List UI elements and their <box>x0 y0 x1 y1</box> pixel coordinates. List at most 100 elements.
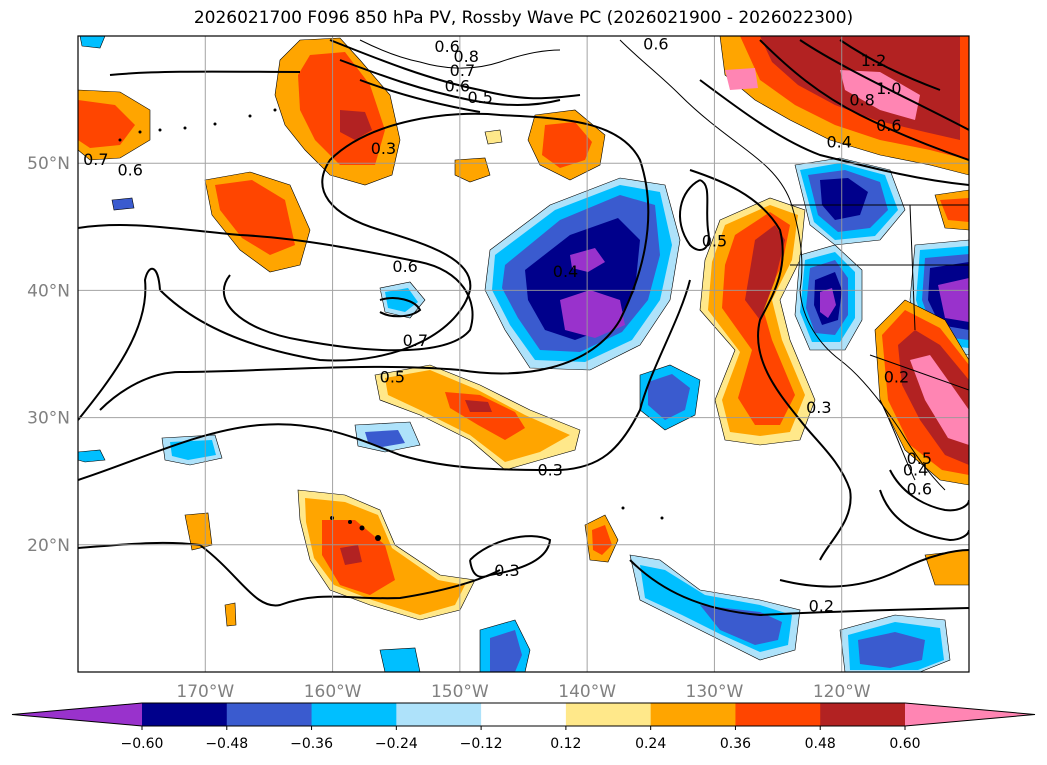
colorbar-swatch <box>650 703 736 726</box>
boundary-mexico <box>869 354 969 391</box>
contour-label: 0.3 <box>494 561 519 580</box>
contour-label: 0.5 <box>380 368 405 387</box>
colorbar-swatch <box>735 703 821 726</box>
longitude-tick-label: 140°W <box>558 682 616 702</box>
contour-label: 0.5 <box>702 232 727 251</box>
colorbar-tick-label: −0.12 <box>460 736 503 752</box>
contour-label: 1.0 <box>876 79 901 98</box>
contour-label: 0.7 <box>403 331 428 350</box>
contour-label: 0.6 <box>434 37 459 56</box>
negative-anomaly-west-tiny <box>111 197 135 211</box>
contour-label: 0.3 <box>371 139 396 158</box>
positive-anomaly-central-small-core <box>592 525 612 555</box>
positive-anomaly-coastal-ridge-peak <box>745 225 785 320</box>
positive-anomaly-central-north-core <box>542 122 592 168</box>
colorbar-tick-label: 0.60 <box>889 736 920 752</box>
contour-label: 0.4 <box>903 461 928 480</box>
island <box>348 520 352 524</box>
negative-anomaly-subtropical-3 <box>78 449 106 463</box>
colorbar: −0.60 −0.48 −0.36 −0.24 −0.12 0.12 0.24 0.36 0.4… <box>11 702 1036 752</box>
contour-line <box>839 39 941 91</box>
contour-line <box>689 169 852 561</box>
latitude-labels: 20°N 30°N 40°N 50°N <box>27 154 70 556</box>
contour-line <box>78 224 474 352</box>
coastline-baja <box>879 399 916 481</box>
contour-label: 0.7 <box>83 150 108 169</box>
positive-anomaly-small-2 <box>484 129 503 145</box>
pv-contour-lines <box>78 39 969 617</box>
coastlines <box>359 39 969 491</box>
negative-anomaly-trough-peak-1 <box>560 290 625 338</box>
colorbar-tick-label: 0.12 <box>550 736 581 752</box>
contour-label: 0.5 <box>907 449 932 468</box>
island <box>213 122 217 126</box>
negative-anomaly-pacific-northwest-peak <box>820 178 868 220</box>
colorbar-tick-label: 0.36 <box>720 736 751 752</box>
negative-anomaly-small-west-core <box>385 288 418 312</box>
contour-label: 0.2 <box>884 368 909 387</box>
island-chains <box>118 108 664 541</box>
figure-title: 2026021700 F096 850 hPa PV, Rossby Wave … <box>193 8 854 28</box>
positive-anomaly-hawaii-peak <box>340 545 362 565</box>
contour-label: 0.5 <box>467 88 492 107</box>
colorbar-swatch <box>481 703 567 726</box>
latitude-tick-label: 20°N <box>27 536 70 556</box>
negative-anomaly-subtropical-1-core <box>170 440 216 460</box>
island <box>330 516 334 520</box>
colorbar-swatch <box>820 703 906 726</box>
negative-anomaly-subtropical-2-core <box>365 430 405 447</box>
contour-label: 0.7 <box>450 61 475 80</box>
map-content: 0.80.70.60.50.61.21.00.80.60.40.30.70.60… <box>78 34 969 672</box>
contour-label: 0.4 <box>553 262 578 281</box>
contour-line <box>879 489 969 542</box>
positive-anomaly-far-west-core <box>78 100 135 148</box>
graticule <box>78 36 969 672</box>
contour-line <box>678 179 710 251</box>
negative-anomaly-california-max <box>820 288 836 318</box>
contour-line <box>889 469 969 512</box>
positive-anomaly-canada-peak-1 <box>840 70 920 120</box>
contour-label: 0.3 <box>806 398 831 417</box>
positive-anomaly-aleutian-core <box>215 180 295 255</box>
negative-anomaly-great-basin-max <box>938 278 969 322</box>
contour-line <box>629 559 969 617</box>
island <box>248 114 252 118</box>
contour-label: 0.6 <box>643 34 668 53</box>
island <box>138 130 142 134</box>
island <box>621 506 625 510</box>
colorbar-tick-label: −0.36 <box>290 736 333 752</box>
negative-anomaly-south-1-core <box>490 630 522 672</box>
colorbar-swatch <box>226 703 313 726</box>
negative-anomaly-south-2 <box>379 647 421 672</box>
contour-label: 0.4 <box>826 132 851 151</box>
contour-line <box>379 297 422 318</box>
contour-line <box>799 39 969 131</box>
island <box>118 138 122 142</box>
positive-anomaly-subtropical-band-peak <box>465 400 492 412</box>
negative-anomaly-southeast-core <box>648 374 690 420</box>
contour-line <box>78 112 650 421</box>
positive-anomaly-baja-peak <box>910 355 969 445</box>
contour-label: 0.6 <box>445 76 470 95</box>
positive-anomaly-subtropical-band-core <box>445 392 525 440</box>
colorbar-swatch <box>565 703 652 726</box>
contour-line <box>109 70 301 76</box>
longitude-tick-label: 160°W <box>304 682 362 702</box>
contour-line <box>78 279 691 481</box>
contour-label: 0.8 <box>453 47 478 66</box>
longitude-tick-label: 170°W <box>176 682 234 702</box>
colorbar-swatch <box>396 703 482 726</box>
contour-line <box>359 79 481 113</box>
positive-anomaly-canada-edge-core <box>940 198 969 222</box>
island <box>183 126 187 130</box>
longitude-tick-label: 120°W <box>813 682 871 702</box>
island <box>158 128 162 132</box>
coastline-alaska <box>359 39 561 69</box>
colorbar-tick-label: −0.24 <box>375 736 418 752</box>
negative-anomaly-southeast-patch-core <box>858 632 925 668</box>
colorbar-extend-high <box>905 703 1035 726</box>
colorbar-tick-label: 0.24 <box>635 736 666 752</box>
coastline-canada <box>619 39 791 201</box>
positive-anomaly-gulf-alaska-peak <box>340 110 372 140</box>
